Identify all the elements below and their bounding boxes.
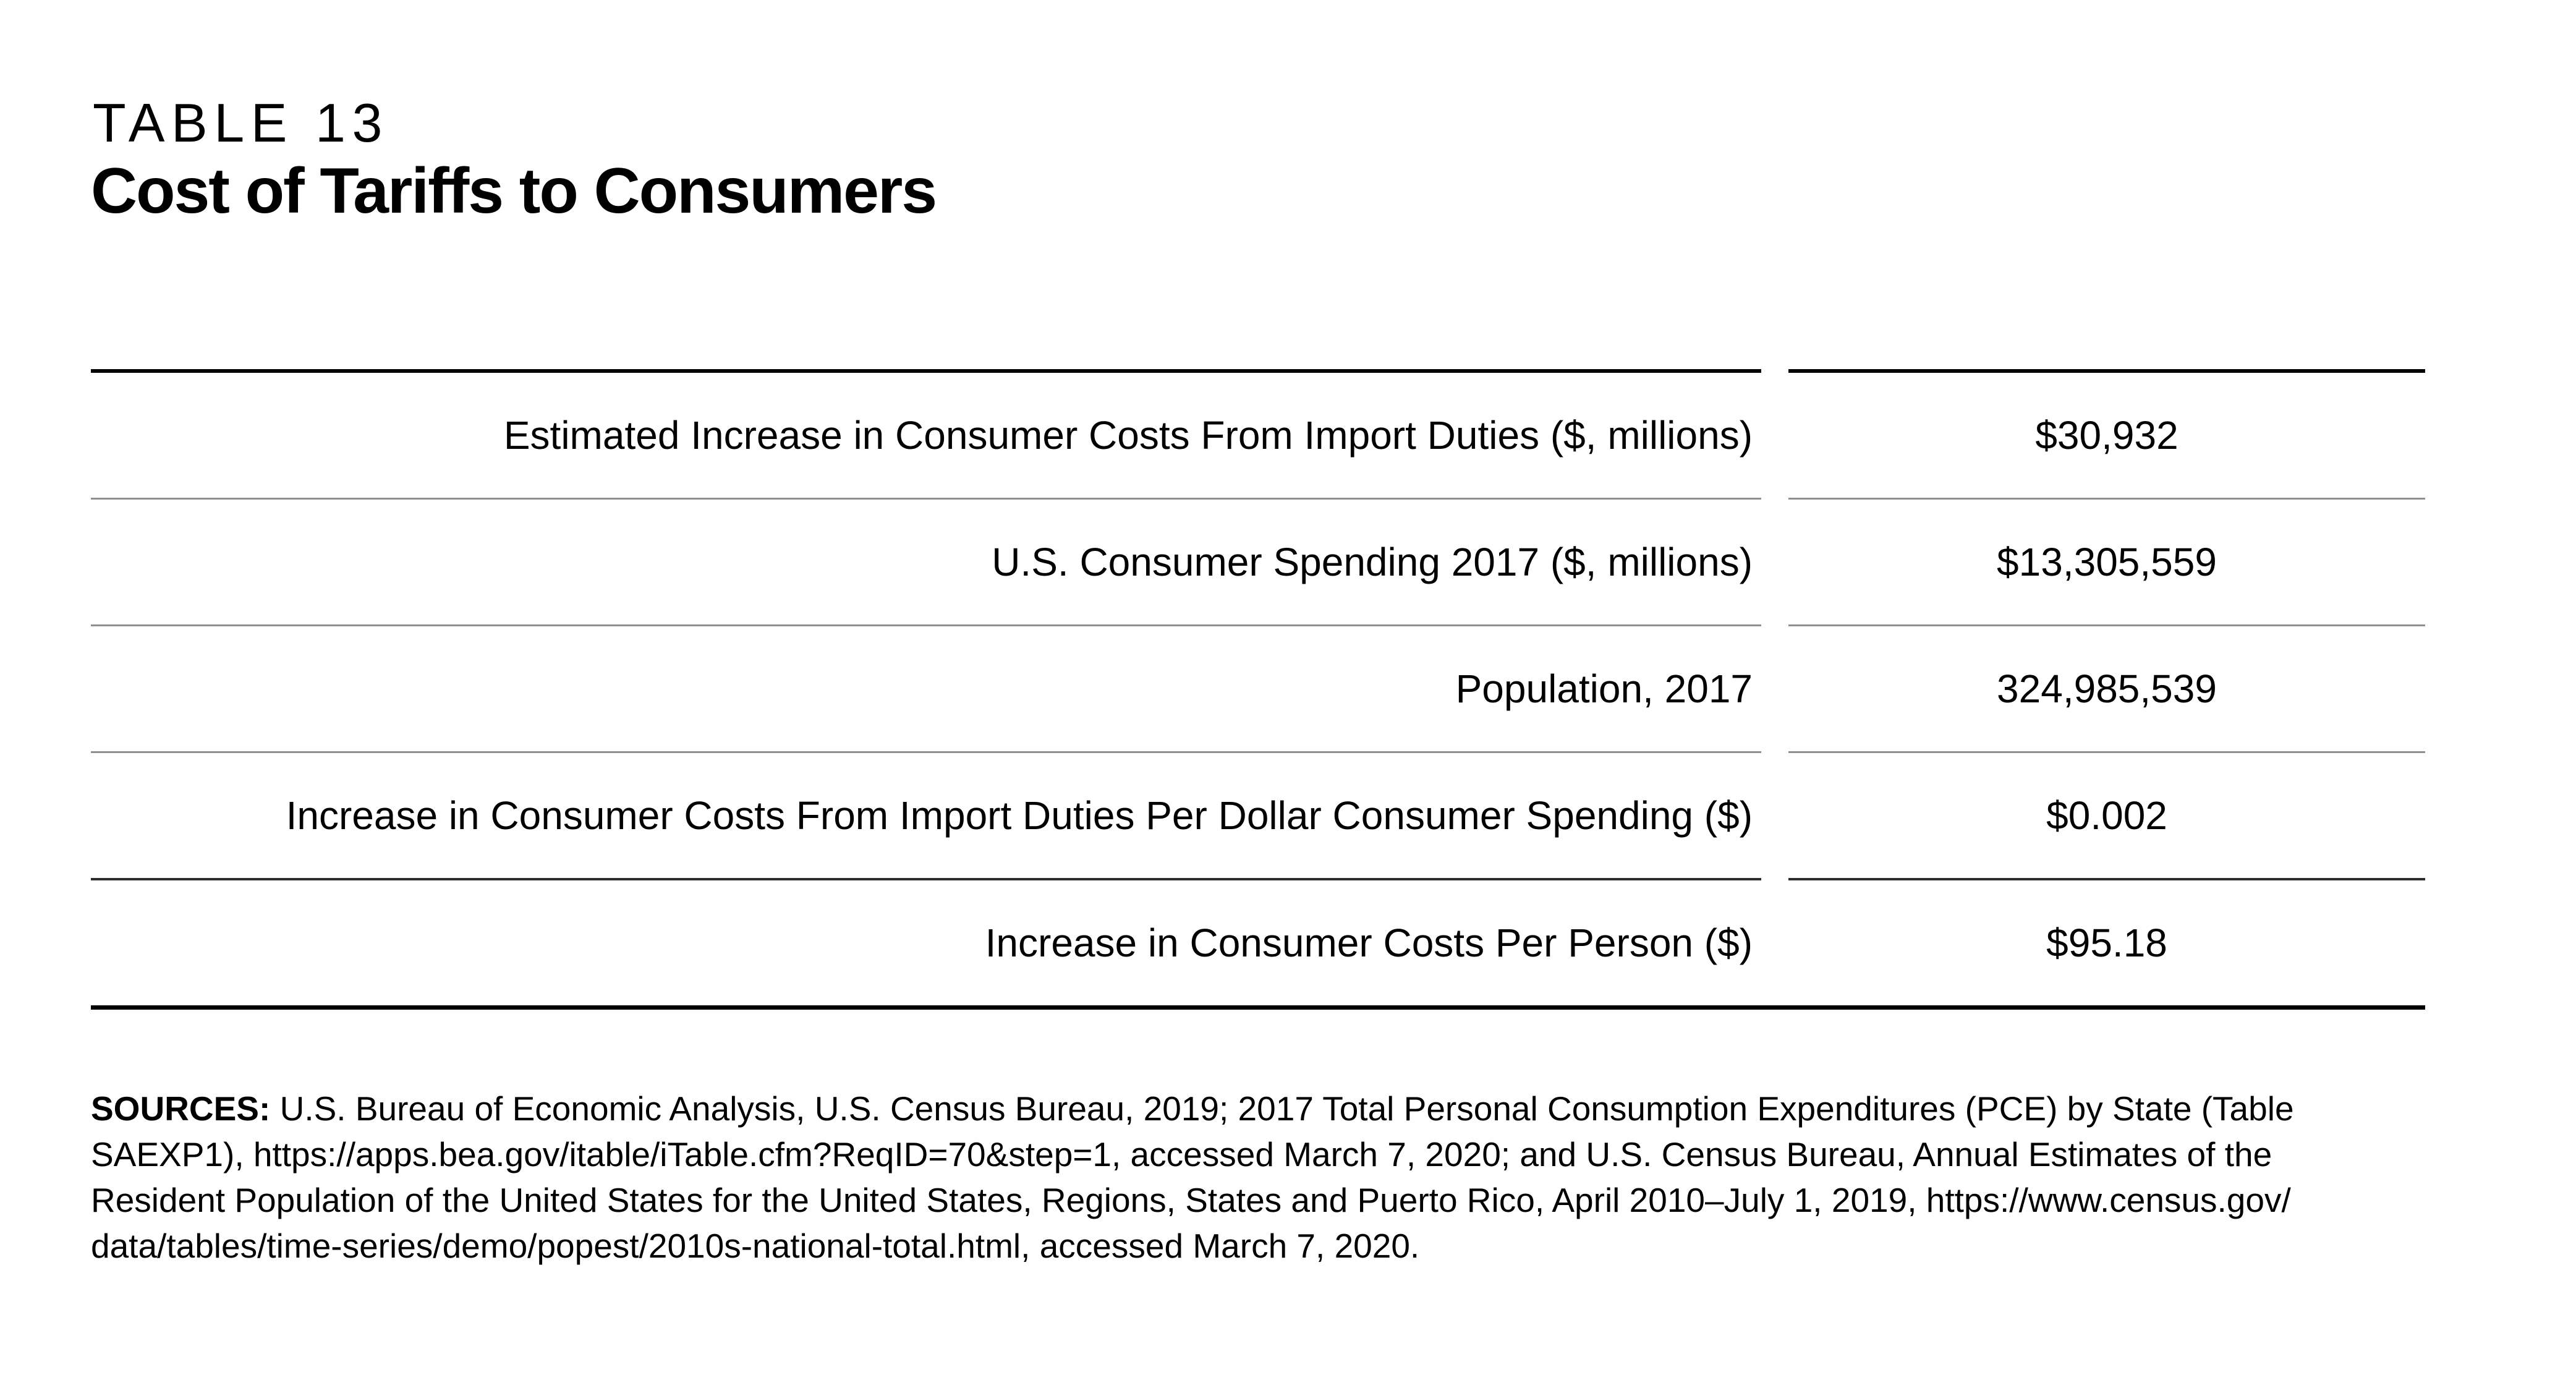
row-label-population: Population, 2017	[91, 624, 1761, 751]
row-value-import-duties-cost: $30,932	[2035, 412, 2179, 458]
sources-note: SOURCES: U.S. Bureau of Economic Analysi…	[91, 1086, 2425, 1269]
row-label-consumer-spending: U.S. Consumer Spending 2017 ($, millions…	[91, 498, 1761, 624]
sources-label: SOURCES:	[91, 1089, 271, 1128]
row-label-cost-per-dollar: Increase in Consumer Costs From Import D…	[91, 751, 1761, 878]
table-bottom-rule	[91, 1005, 2425, 1010]
row-value-population: 324,985,539	[1788, 624, 2425, 751]
sources-line-4: data/tables/time-series/demo/popest/2010…	[91, 1227, 1420, 1265]
row-label-import-duties-cost: Estimated Increase in Consumer Costs Fro…	[503, 412, 1753, 458]
label-column: Estimated Increase in Consumer Costs Fro…	[91, 369, 1761, 1005]
row-value-consumer-spending: $13,305,559	[1788, 498, 2425, 624]
row-value-cost-per-dollar: $0.002	[1788, 751, 2425, 878]
table-number: TABLE 13	[93, 92, 389, 153]
row-value-cost-per-person: $95.18	[1788, 878, 2425, 1005]
table-title: Cost of Tariffs to Consumers	[91, 155, 937, 227]
cost-of-tariffs-table: Estimated Increase in Consumer Costs Fro…	[91, 369, 2425, 1005]
value-column: $30,932 $13,305,559 324,985,539 $0.002 $…	[1788, 369, 2425, 1005]
row-label-cost-per-person: Increase in Consumer Costs Per Person ($…	[91, 878, 1761, 1005]
sources-line-3: Resident Population of the United States…	[91, 1181, 2291, 1219]
sources-line-2: SAEXP1), https://apps.bea.gov/itable/iTa…	[91, 1135, 2272, 1173]
sources-line-1: SOURCES: U.S. Bureau of Economic Analysi…	[91, 1086, 2425, 1131]
sources-line-1-text: U.S. Bureau of Economic Analysis, U.S. C…	[270, 1089, 2294, 1128]
